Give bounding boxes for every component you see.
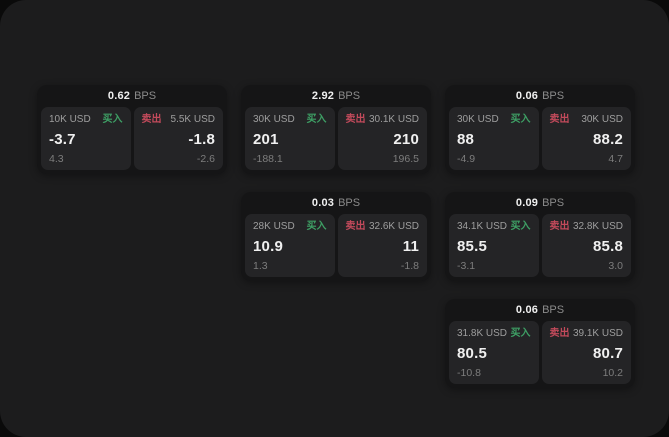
quote-card-grid: 0.62 BPS 10K USD 买入 -3.7 4.3 卖出 5.5K USD (37, 85, 635, 388)
buy-size: 31.8K USD (457, 328, 508, 339)
sell-tile[interactable]: 卖出 32.8K USD 85.8 3.0 (541, 214, 631, 277)
bps-unit-label: BPS (134, 90, 157, 102)
sell-price: -1.8 (188, 131, 215, 148)
price-tiles: 31.8K USD 买入 80.5 -10.8 卖出 39.1K USD 80.… (449, 321, 631, 384)
bps-value: 0.09 (515, 197, 539, 209)
sell-side-label: 卖出 (345, 114, 366, 125)
bps-unit-label: BPS (542, 304, 565, 316)
sell-tile[interactable]: 卖出 39.1K USD 80.7 10.2 (541, 321, 631, 384)
buy-tile[interactable]: 30K USD 买入 201 -188.1 (245, 107, 335, 170)
buy-size: 30K USD (457, 114, 499, 125)
bps-header: 0.03 BPS (245, 192, 427, 214)
bps-header: 2.92 BPS (245, 85, 427, 107)
buy-price: 85.5 (457, 238, 487, 255)
bps-header: 0.09 BPS (449, 192, 631, 214)
sell-price: 210 (393, 131, 419, 148)
quote-card-6: 0.06 BPS 31.8K USD 买入 80.5 -10.8 卖出 39.1… (445, 299, 635, 388)
sell-size: 30.1K USD (368, 114, 419, 125)
buy-delta: 1.3 (253, 260, 268, 272)
quote-card-4: 0.03 BPS 28K USD 买入 10.9 1.3 卖出 32.6K US… (241, 192, 431, 281)
bps-value: 2.92 (311, 90, 335, 102)
bps-header: 0.06 BPS (449, 85, 631, 107)
quote-card-3: 0.06 BPS 30K USD 买入 88 -4.9 卖出 30K USD (445, 85, 635, 174)
sell-delta: 10.2 (602, 367, 623, 379)
sell-price: 85.8 (593, 238, 623, 255)
bps-unit-label: BPS (338, 197, 361, 209)
buy-size: 34.1K USD (457, 221, 508, 232)
bps-value: 0.62 (107, 90, 131, 102)
buy-tile[interactable]: 31.8K USD 买入 80.5 -10.8 (449, 321, 539, 384)
buy-side-label: 买入 (510, 328, 531, 339)
sell-delta: 3.0 (608, 260, 623, 272)
buy-price: 88 (457, 131, 475, 148)
buy-size: 28K USD (253, 221, 295, 232)
price-tiles: 30K USD 买入 201 -188.1 卖出 30.1K USD 210 1… (245, 107, 427, 170)
sell-price: 88.2 (593, 131, 623, 148)
sell-delta: 4.7 (608, 153, 623, 165)
sell-tile[interactable]: 卖出 5.5K USD -1.8 -2.6 (133, 107, 223, 170)
price-tiles: 34.1K USD 买入 85.5 -3.1 卖出 32.8K USD 85.8… (449, 214, 631, 277)
buy-price: -3.7 (49, 131, 76, 148)
sell-tile[interactable]: 卖出 30K USD 88.2 4.7 (541, 107, 631, 170)
quote-card-2: 2.92 BPS 30K USD 买入 201 -188.1 卖出 30.1K … (241, 85, 431, 174)
sell-size: 30K USD (581, 114, 623, 125)
buy-price: 10.9 (253, 238, 283, 255)
sell-tile[interactable]: 卖出 32.6K USD 11 -1.8 (337, 214, 427, 277)
price-tiles: 10K USD 买入 -3.7 4.3 卖出 5.5K USD -1.8 -2.… (41, 107, 223, 170)
sell-side-label: 卖出 (141, 114, 162, 125)
buy-delta: -188.1 (253, 153, 283, 165)
sell-price: 80.7 (593, 345, 623, 362)
buy-tile[interactable]: 28K USD 买入 10.9 1.3 (245, 214, 335, 277)
buy-side-label: 买入 (510, 114, 531, 125)
buy-delta: -4.9 (457, 153, 476, 165)
quote-card-5: 0.09 BPS 34.1K USD 买入 85.5 -3.1 卖出 32.8K… (445, 192, 635, 281)
buy-tile[interactable]: 34.1K USD 买入 85.5 -3.1 (449, 214, 539, 277)
sell-delta: -1.8 (400, 260, 419, 272)
sell-side-label: 卖出 (549, 328, 570, 339)
sell-delta: -2.6 (196, 153, 215, 165)
buy-side-label: 买入 (102, 114, 123, 125)
buy-delta: -10.8 (457, 367, 481, 379)
sell-size: 39.1K USD (572, 328, 623, 339)
buy-price: 201 (253, 131, 279, 148)
bps-header: 0.06 BPS (449, 299, 631, 321)
buy-delta: 4.3 (49, 153, 64, 165)
sell-size: 5.5K USD (170, 114, 215, 125)
sell-side-label: 卖出 (549, 221, 570, 232)
buy-price: 80.5 (457, 345, 487, 362)
price-tiles: 30K USD 买入 88 -4.9 卖出 30K USD 88.2 4.7 (449, 107, 631, 170)
bps-value: 0.03 (311, 197, 335, 209)
bps-unit-label: BPS (542, 197, 565, 209)
quote-card-1: 0.62 BPS 10K USD 买入 -3.7 4.3 卖出 5.5K USD (37, 85, 227, 174)
sell-side-label: 卖出 (345, 221, 366, 232)
sell-delta: 196.5 (392, 153, 419, 165)
buy-side-label: 买入 (306, 114, 327, 125)
buy-side-label: 买入 (306, 221, 327, 232)
sell-size: 32.6K USD (368, 221, 419, 232)
bps-unit-label: BPS (338, 90, 361, 102)
sell-side-label: 卖出 (549, 114, 570, 125)
bps-value: 0.06 (515, 90, 539, 102)
buy-side-label: 买入 (510, 221, 531, 232)
buy-tile[interactable]: 10K USD 买入 -3.7 4.3 (41, 107, 131, 170)
bps-unit-label: BPS (542, 90, 565, 102)
buy-size: 30K USD (253, 114, 295, 125)
sell-tile[interactable]: 卖出 30.1K USD 210 196.5 (337, 107, 427, 170)
sell-size: 32.8K USD (572, 221, 623, 232)
bps-header: 0.62 BPS (41, 85, 223, 107)
bps-value: 0.06 (515, 304, 539, 316)
price-tiles: 28K USD 买入 10.9 1.3 卖出 32.6K USD 11 -1.8 (245, 214, 427, 277)
buy-tile[interactable]: 30K USD 买入 88 -4.9 (449, 107, 539, 170)
sell-price: 11 (402, 238, 419, 255)
buy-delta: -3.1 (457, 260, 476, 272)
buy-size: 10K USD (49, 114, 91, 125)
